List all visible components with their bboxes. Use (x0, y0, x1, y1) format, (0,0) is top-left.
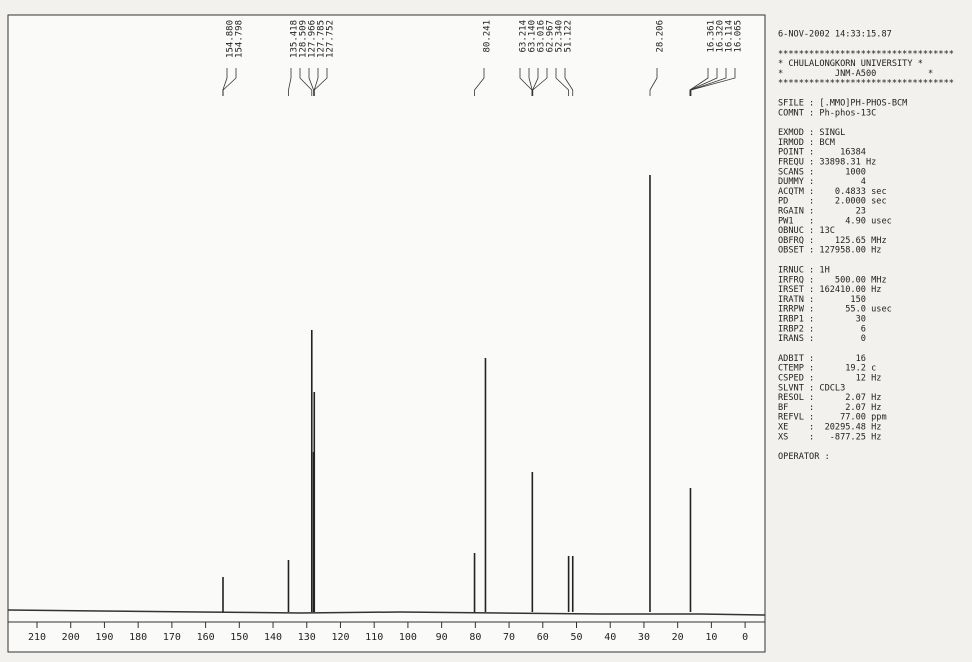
parameter-line: EXMOD : SINGL (778, 128, 845, 138)
parameter-line: XS : -877.25 Hz (778, 432, 881, 442)
parameter-line: IRSET : 162410.00 Hz (778, 285, 881, 295)
parameter-line: SFILE : [.MMO]PH-PHOS-BCM (778, 99, 907, 109)
peak-label: 80.241 (483, 20, 493, 53)
x-tick-label: 30 (638, 632, 650, 643)
x-tick-label: 20 (672, 632, 684, 643)
peak-label: 135.418 (290, 20, 300, 58)
x-tick-label: 40 (604, 632, 616, 643)
peak-label: 62.967 (546, 20, 556, 53)
x-tick-label: 60 (537, 632, 549, 643)
parameter-line: CSPED : 12 Hz (778, 374, 881, 384)
parameter-line: * JNM-A500 * (778, 69, 933, 79)
peak-connector (532, 68, 548, 96)
parameter-line: SCANS : 1000 (778, 167, 866, 177)
peak-connector (299, 68, 313, 96)
peak-connector (288, 68, 292, 96)
parameter-line: COMNT : Ph-phos-13C (778, 108, 876, 118)
parameter-line: IRRPW : 55.0 usec (778, 305, 892, 315)
parameter-line: IRNUC : 1H (778, 266, 830, 276)
parameter-line: OBFRQ : 125.65 MHz (778, 236, 887, 246)
x-tick-label: 70 (503, 632, 515, 643)
peak-connector (555, 68, 570, 96)
peak-connector (474, 68, 485, 96)
parameter-line: DUMMY : 4 (778, 177, 866, 187)
x-tick-label: 100 (399, 632, 417, 643)
peak-connector (690, 68, 736, 96)
x-tick-label: 190 (95, 632, 113, 643)
peak-label: 127.966 (308, 20, 318, 58)
plot-frame (7, 14, 766, 653)
parameter-line: OPERATOR : (778, 452, 830, 462)
x-tick-label: 110 (365, 632, 383, 643)
parameter-line: POINT : 16384 (778, 148, 866, 158)
x-tick-label: 210 (28, 632, 46, 643)
peak-label: 154.880 (226, 20, 236, 58)
x-tick-label: 150 (230, 632, 248, 643)
parameter-line: IRBP2 : 6 (778, 324, 866, 334)
peak-label: 127.785 (317, 20, 327, 58)
baseline (7, 609, 766, 616)
parameter-line: IRATN : 150 (778, 295, 866, 305)
parameter-line: ********************************** (778, 49, 954, 59)
x-tick-label: 160 (197, 632, 215, 643)
x-tick-label: 10 (705, 632, 717, 643)
parameter-line: RESOL : 2.07 Hz (778, 393, 881, 403)
x-tick-label: 140 (264, 632, 282, 643)
parameter-line: CTEMP : 19.2 c (778, 364, 876, 374)
x-tick-label: 50 (570, 632, 582, 643)
parameter-line: BF : 2.07 Hz (778, 403, 881, 413)
parameter-line: PD : 2.0000 sec (778, 197, 887, 207)
parameter-line: ADBIT : 16 (778, 354, 866, 364)
parameter-line: * CHULALONGKORN UNIVERSITY * (778, 59, 923, 69)
peak-label: 16.114 (725, 20, 735, 53)
x-tick-label: 130 (298, 632, 316, 643)
peak-label: 127.752 (326, 20, 336, 58)
peak-connector (308, 68, 315, 96)
parameter-line: ACQTM : 0.4833 sec (778, 187, 887, 197)
parameter-line: ********************************** (778, 79, 954, 89)
parameter-line: RGAIN : 23 (778, 207, 866, 217)
x-tick-label: 0 (742, 632, 748, 643)
parameter-line: IRANS : 0 (778, 334, 866, 344)
x-tick-label: 200 (62, 632, 80, 643)
peak-connector (649, 68, 658, 96)
peak-connector (689, 68, 718, 96)
parameter-line: OBSET : 127958.00 Hz (778, 246, 881, 256)
peak-label: 16.065 (734, 20, 744, 53)
peak-label: 63.140 (528, 20, 538, 53)
peak-connector (528, 68, 533, 96)
peak-label: 63.016 (537, 20, 547, 53)
x-tick-label: 90 (436, 632, 448, 643)
parameter-line: IRMOD : BCM (778, 138, 835, 148)
peak-label: 51.122 (564, 20, 574, 53)
parameter-line: IRBP1 : 30 (778, 315, 866, 325)
peak-label: 16.320 (716, 20, 726, 53)
x-tick-label: 120 (331, 632, 349, 643)
x-tick-label: 170 (163, 632, 181, 643)
peak-label: 16.361 (707, 20, 717, 53)
peak-label: 154.798 (235, 20, 245, 58)
peak-connector (313, 68, 328, 96)
parameter-line: 6-NOV-2002 14:33:15.87 (778, 30, 892, 40)
peak-label: 128.509 (299, 20, 309, 58)
x-tick-label: 180 (129, 632, 147, 643)
peak-label: 52.340 (555, 20, 565, 53)
peak-label: 63.214 (519, 20, 529, 53)
parameter-line: SLVNT : CDCL3 (778, 383, 845, 393)
parameter-line: OBNUC : 13C (778, 226, 835, 236)
parameter-line: REFVL : 77.00 ppm (778, 413, 887, 423)
peak-connector (564, 68, 574, 96)
x-tick-label: 80 (469, 632, 481, 643)
parameter-line: PW1 : 4.90 usec (778, 216, 892, 226)
peak-connector (222, 68, 237, 96)
parameter-line: FREQU : 33898.31 Hz (778, 158, 876, 168)
peak-label: 28.206 (656, 20, 666, 53)
parameter-line: IRFRQ : 500.00 MHz (778, 275, 887, 285)
parameter-line: XE : 20295.48 Hz (778, 423, 881, 433)
